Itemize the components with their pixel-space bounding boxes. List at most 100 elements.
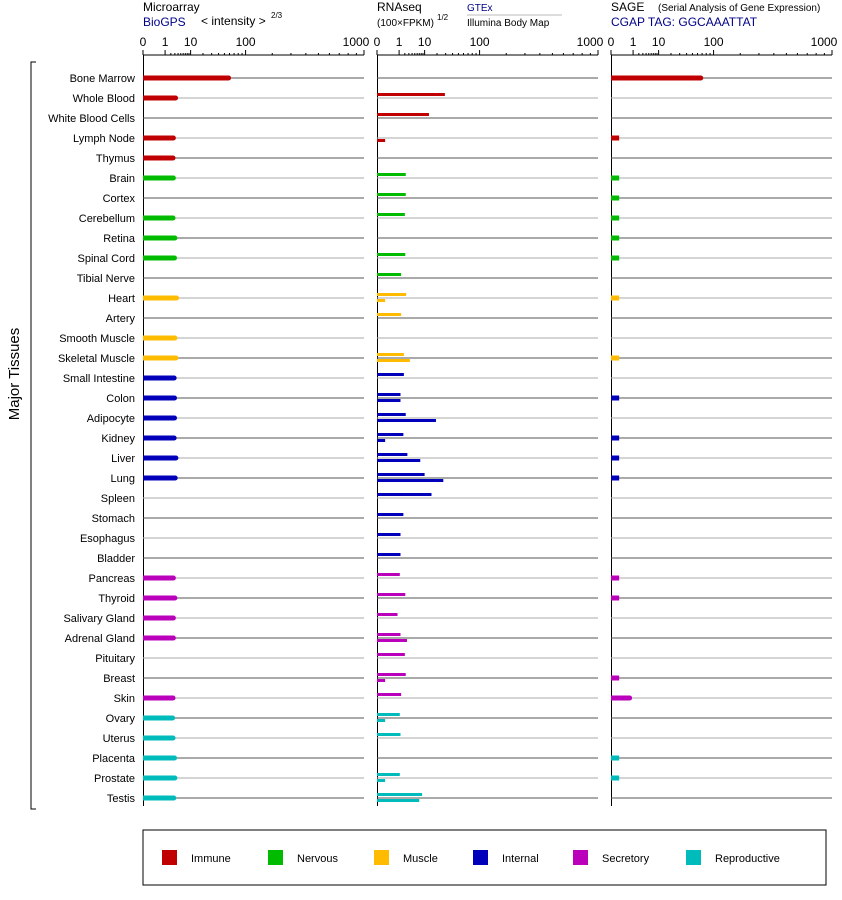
legend-swatch-internal — [473, 850, 488, 865]
microarray-bar — [143, 735, 173, 741]
microarray-bar — [143, 415, 175, 421]
microarray-bar-cap — [170, 155, 176, 161]
category-label: Retina — [103, 233, 136, 245]
rnaseq-gtex-bar — [377, 213, 405, 216]
microarray-bar — [143, 715, 173, 721]
rnaseq-gtex-bar — [377, 453, 408, 456]
rnaseq-gtex-bar — [377, 693, 402, 696]
microarray-bar-cap — [171, 375, 177, 381]
sage-bar — [611, 175, 620, 181]
rnaseq-gtex-bar — [377, 293, 407, 296]
category-label: Prostate — [94, 773, 135, 785]
rnaseq-ibm-bar — [377, 799, 420, 802]
legend-swatch-reproductive — [686, 850, 701, 865]
legend-label-reproductive: Reproductive — [715, 853, 780, 865]
microarray-bar — [143, 335, 175, 341]
microarray-bar-cap — [174, 295, 180, 301]
sage-subtitle: (Serial Analysis of Gene Expression) — [658, 3, 820, 14]
rnaseq-gtex-bar — [377, 313, 402, 316]
rnaseq-subtitle: (100×FPKM) — [377, 18, 434, 29]
legend-label-internal: Internal — [502, 853, 539, 865]
rnaseq-gtex-bar — [377, 493, 432, 496]
rnaseq-title: RNAseq — [377, 0, 422, 14]
category-label: Stomach — [92, 513, 135, 525]
sage-bar-cap — [627, 695, 633, 701]
microarray-bar-cap — [170, 715, 176, 721]
sage-bar — [611, 435, 620, 441]
microarray-exponent: 2/3 — [271, 11, 283, 20]
category-label: Skin — [114, 693, 135, 705]
sage-bar — [611, 755, 620, 761]
rnaseq-tick-label: 100 — [470, 35, 490, 49]
sage-bar — [611, 295, 620, 301]
microarray-bar — [143, 395, 175, 401]
sage-bar — [611, 75, 701, 81]
microarray-bar — [143, 155, 173, 161]
category-label: Cerebellum — [79, 213, 135, 225]
rnaseq-ibm-bar — [377, 359, 410, 362]
rnaseq-gtex-bar — [377, 353, 404, 356]
microarray-bar-cap — [170, 575, 176, 581]
rnaseq-ibm-bar — [377, 719, 386, 722]
rnaseq-gtex-bar — [377, 533, 401, 536]
microarray-bar-cap — [170, 215, 176, 221]
legend-swatch-nervous — [268, 850, 283, 865]
microarray-bar — [143, 475, 176, 481]
rnaseq-ibm-bar — [377, 459, 421, 462]
microarray-tick-label: 1 — [162, 35, 169, 49]
microarray-tick-label: 0 — [140, 35, 147, 49]
microarray-subtitle2: < intensity > — [201, 14, 266, 28]
sage-tick-label: 10 — [652, 35, 666, 49]
legend-swatch-immune — [162, 850, 177, 865]
y-axis-bracket: Major Tissues — [6, 61, 36, 810]
category-label: Thyroid — [98, 593, 135, 605]
rnaseq-panel: 0 1 10 100 1000 — [374, 35, 604, 806]
microarray-bar-cap — [173, 455, 179, 461]
sage-bar-cap — [698, 75, 704, 81]
sage-bar — [611, 215, 620, 221]
microarray-bar — [143, 75, 229, 81]
microarray-bar — [143, 455, 176, 461]
legend: Immune Nervous Muscle Internal Secretory Repr… — [162, 850, 780, 865]
microarray-bar — [143, 355, 176, 361]
category-label: Liver — [111, 453, 135, 465]
microarray-bar-cap — [226, 75, 232, 81]
rnaseq-gtex-bar — [377, 253, 406, 256]
legend-label-secretory: Secretory — [602, 853, 650, 865]
microarray-bar-cap — [173, 95, 179, 101]
rnaseq-gtex-bar — [377, 633, 401, 636]
rnaseq-gtex-bar — [377, 393, 401, 396]
sage-title: SAGE — [611, 0, 644, 14]
microarray-bar — [143, 695, 173, 701]
rnaseq-gtex-bar — [377, 473, 425, 476]
microarray-bar — [143, 755, 175, 761]
microarray-bar — [143, 615, 174, 621]
microarray-bar-cap — [172, 775, 178, 781]
sage-bar — [611, 195, 620, 201]
microarray-bar — [143, 95, 176, 101]
category-label: Uterus — [103, 733, 136, 745]
category-label: Testis — [107, 793, 136, 805]
microarray-bar-cap — [172, 755, 178, 761]
sage-bar — [611, 135, 620, 141]
microarray-bar-cap — [172, 395, 178, 401]
sage-subtitle2: CGAP TAG: GGCAAATTAT — [611, 15, 758, 29]
rnaseq-gtex-bar — [377, 433, 404, 436]
category-label: Bone Marrow — [70, 73, 135, 85]
sage-bar — [611, 355, 620, 361]
category-label: Spinal Cord — [78, 253, 135, 265]
rnaseq-gtex-bar — [377, 773, 400, 776]
sage-bar — [611, 675, 620, 681]
sage-bar — [611, 695, 630, 701]
microarray-bar-cap — [172, 415, 178, 421]
category-label: Thymus — [96, 153, 136, 165]
rnaseq-ibm-bar — [377, 399, 401, 402]
category-label: Spleen — [101, 493, 135, 505]
sage-tick-label: 0 — [608, 35, 615, 49]
rnaseq-gtex-bar — [377, 673, 406, 676]
microarray-bar-cap — [170, 175, 176, 181]
rnaseq-gtex-bar — [377, 173, 406, 176]
microarray-bar — [143, 775, 175, 781]
rnaseq-gtex-bar — [377, 553, 401, 556]
